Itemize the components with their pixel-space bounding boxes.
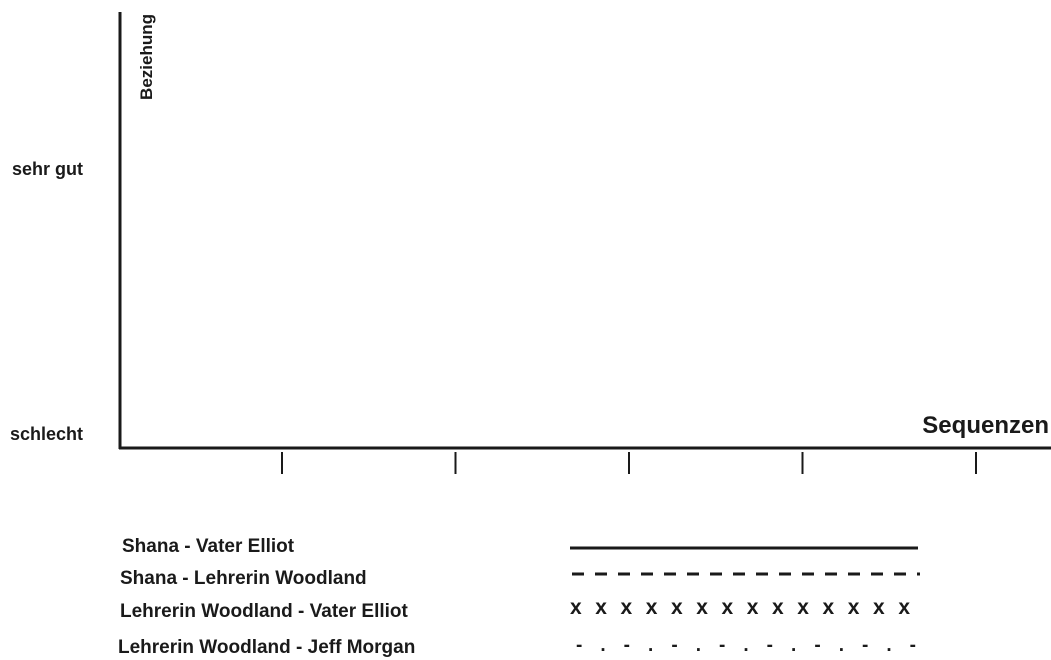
legend: Shana - Vater Elliot Shana - Lehrerin Wo… <box>118 536 920 658</box>
legend-sample-crosses: xxxxxxxxxxxxxx <box>570 596 910 619</box>
legend-sample-dashdot: - . - . - . - . - . - . - . - <box>576 635 916 656</box>
legend-label-3: Lehrerin Woodland - Vater Elliot <box>120 601 409 622</box>
legend-label-1: Shana - Vater Elliot <box>122 536 295 557</box>
x-axis-label: Sequenzen <box>922 412 1049 439</box>
y-axis-label: Beziehung <box>137 14 156 100</box>
y-tick-label-bottom: schlecht <box>10 424 83 444</box>
legend-label-4: Lehrerin Woodland - Jeff Morgan <box>118 637 415 658</box>
y-tick-label-top: sehr gut <box>12 159 83 179</box>
x-ticks <box>281 452 977 474</box>
legend-label-2: Shana - Lehrerin Woodland <box>120 568 367 589</box>
